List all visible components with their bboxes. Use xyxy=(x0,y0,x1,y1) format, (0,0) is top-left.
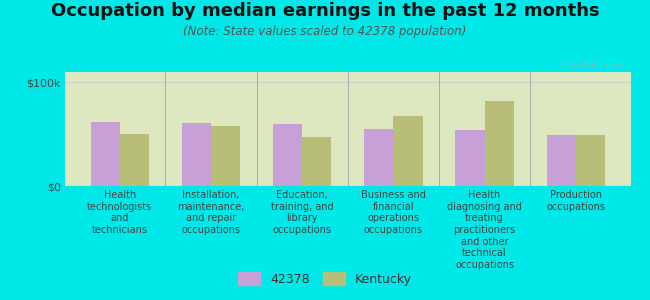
Text: (Note: State values scaled to 42378 population): (Note: State values scaled to 42378 popu… xyxy=(183,26,467,38)
Bar xyxy=(273,124,302,186)
Bar xyxy=(120,134,149,186)
Bar xyxy=(182,123,211,186)
Text: City-Data.com: City-Data.com xyxy=(560,61,625,70)
Bar xyxy=(576,135,605,186)
Bar xyxy=(211,126,240,186)
Text: Occupation by median earnings in the past 12 months: Occupation by median earnings in the pas… xyxy=(51,2,599,20)
Bar xyxy=(90,122,120,186)
Bar xyxy=(302,137,332,186)
Bar xyxy=(364,129,393,186)
Bar xyxy=(484,101,514,186)
Bar xyxy=(547,135,576,186)
Legend: 42378, Kentucky: 42378, Kentucky xyxy=(233,267,417,291)
Bar xyxy=(393,116,422,186)
Bar xyxy=(456,130,484,186)
